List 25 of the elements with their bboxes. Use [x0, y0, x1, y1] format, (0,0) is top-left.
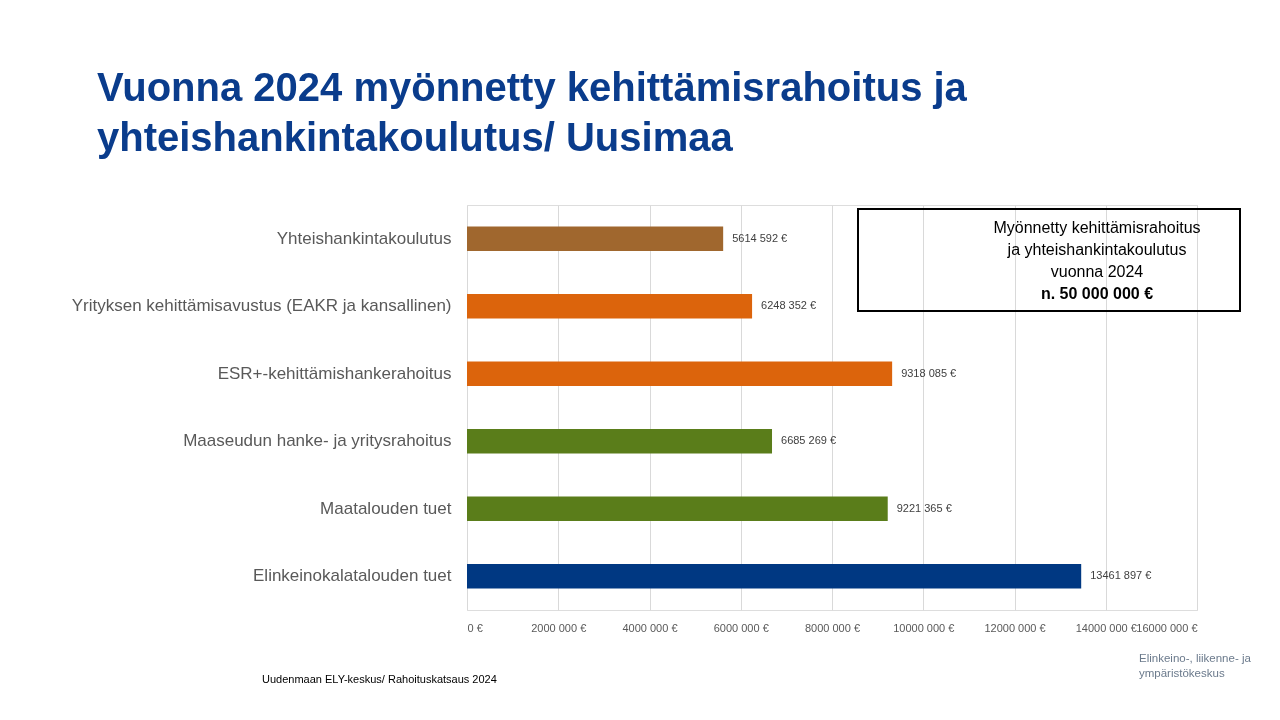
x-tick-label: 6000 000 € — [713, 621, 769, 634]
data-label: 5614 592 € — [732, 231, 788, 244]
y-tick-label: Maatalouden tuet — [320, 498, 452, 518]
y-tick-label: Yhteishankintakoulutus — [276, 228, 452, 248]
chart-title: Vuonna 2024 myönnetty kehittämisrahoitus ja yhteishankintakoulutus/ Uusimaa — [97, 65, 968, 159]
text: Uudenmaan ELY-keskus/ Rahoituskatsaus 2024 — [262, 673, 497, 685]
x-tick-label: 14000 000 € — [1075, 621, 1137, 634]
x-tick-label: 8000 000 € — [804, 621, 861, 634]
y-tick-label: Maaseudun hanke- ja yritysrahoitus — [183, 431, 452, 451]
data-label: 9318 085 € — [901, 366, 957, 379]
x-tick-label: 16000 000 € — [1136, 621, 1198, 634]
x-tick-label: 0 € — [467, 621, 483, 634]
y-tick-label: ESR+-kehittämishankerahoitus — [217, 363, 452, 383]
text: Elinkeino-, liikenne- ja ympäristökeskus — [1139, 652, 1252, 679]
data-label: 9221 365 € — [896, 501, 952, 514]
x-tick-label: 10000 000 € — [893, 621, 955, 634]
x-tick-label: 4000 000 € — [622, 621, 678, 634]
data-label: 13461 897 € — [1090, 569, 1152, 582]
y-tick-label: Elinkeinokalatalouden tuet — [253, 566, 452, 586]
data-label: 6248 352 € — [761, 299, 817, 312]
x-tick-label: 2000 000 € — [531, 621, 587, 634]
x-tick-label: 12000 000 € — [984, 621, 1046, 634]
y-tick-label: Yrityksen kehittämisavustus (EAKR ja kansallinen) — [71, 296, 452, 316]
annotation: n. 50 000 000 € — [1040, 285, 1154, 302]
data-label: 6685 269 € — [781, 434, 837, 447]
